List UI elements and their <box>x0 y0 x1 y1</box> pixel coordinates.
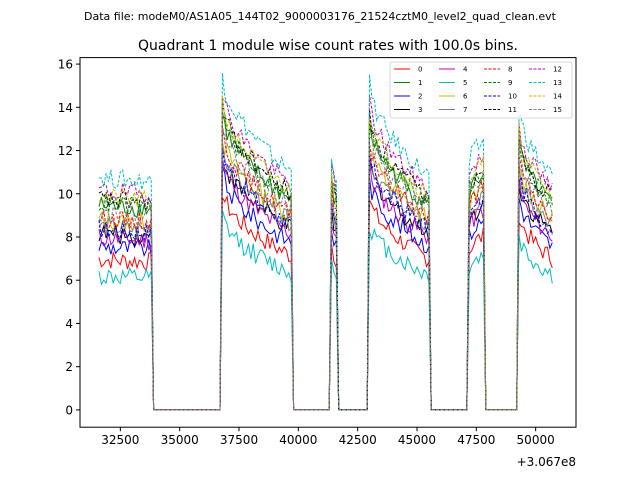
plot-area <box>79 57 577 428</box>
legend-label-2: 2 <box>418 93 422 101</box>
legend-label-10: 10 <box>508 93 517 101</box>
legend-label-5: 5 <box>463 79 467 87</box>
legend-label-3: 3 <box>418 106 422 114</box>
x-tick-label: 32500 <box>101 433 139 447</box>
x-tick-label: 42500 <box>339 433 377 447</box>
x-offset-label: +3.067e8 <box>517 455 576 469</box>
y-axis: 0 2 4 6 8 10 12 14 16 <box>58 58 80 417</box>
legend-label-14: 14 <box>553 93 562 101</box>
x-tick-label: 37500 <box>220 433 258 447</box>
y-tick-label: 4 <box>65 317 73 331</box>
x-axis: 32500 35000 37500 40000 42500 45000 47500 50000 <box>101 427 555 447</box>
y-tick-label: 0 <box>65 403 73 417</box>
y-tick-label: 12 <box>58 144 73 158</box>
x-tick-label: 40000 <box>279 433 317 447</box>
legend-label-12: 12 <box>553 66 562 74</box>
y-tick-label: 16 <box>58 58 73 72</box>
y-tick-label: 10 <box>58 187 73 201</box>
legend-label-15: 15 <box>553 106 562 114</box>
legend-label-7: 7 <box>463 106 467 114</box>
legend-label-6: 6 <box>463 93 468 101</box>
y-tick-label: 6 <box>65 274 73 288</box>
legend-label-1: 1 <box>418 79 422 87</box>
y-tick-label: 14 <box>58 101 73 115</box>
legend-label-0: 0 <box>418 66 422 74</box>
legend-frame <box>389 61 573 119</box>
series-line-10 <box>98 148 553 411</box>
chart-title: Quadrant 1 module wise count rates with … <box>138 38 518 54</box>
legend-label-13: 13 <box>553 79 562 87</box>
legend-label-8: 8 <box>508 66 512 74</box>
legend-label-9: 9 <box>508 79 512 87</box>
series-line-12 <box>98 94 553 411</box>
y-tick-label: 8 <box>65 230 73 244</box>
x-tick-label: 50000 <box>517 433 555 447</box>
series-layer <box>98 73 553 411</box>
axes-frame <box>79 57 577 428</box>
x-tick-label: 35000 <box>161 433 199 447</box>
y-tick-label: 2 <box>65 360 73 374</box>
figure-suptitle: Data file: modeM0/AS1A05_144T02_90000031… <box>84 10 557 23</box>
x-tick-label: 47500 <box>457 433 495 447</box>
legend-label-4: 4 <box>463 66 468 74</box>
x-tick-label: 45000 <box>398 433 436 447</box>
legend-label-11: 11 <box>508 106 517 114</box>
